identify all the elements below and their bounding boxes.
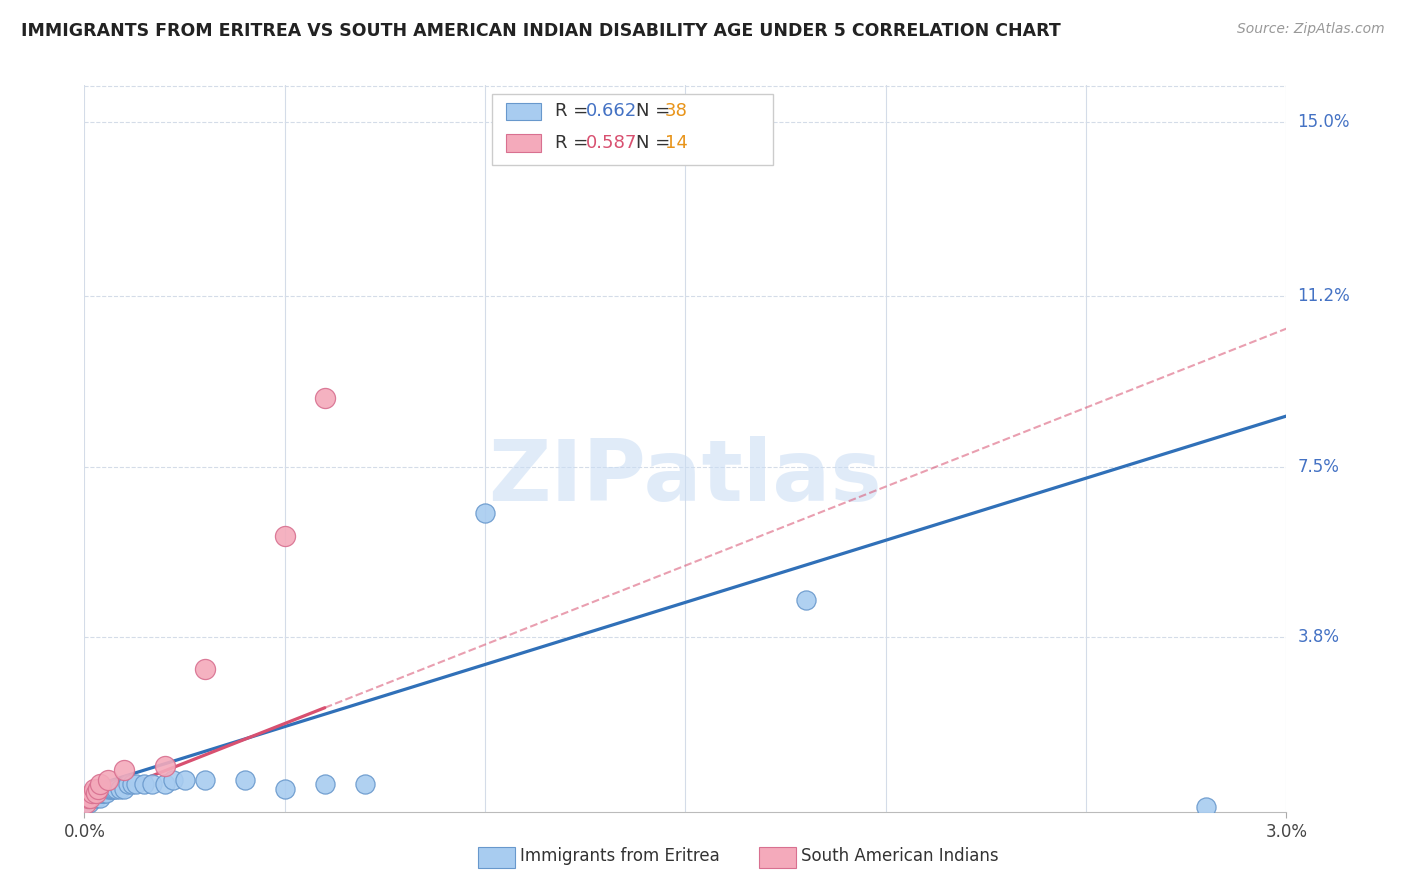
Point [77, 791, 100, 805]
Text: South American Indians: South American Indians [801, 847, 1000, 865]
Point [93, 786, 115, 800]
Text: IMMIGRANTS FROM ERITREA VS SOUTH AMERICAN INDIAN DISABILITY AGE UNDER 5 CORRELAT: IMMIGRANTS FROM ERITREA VS SOUTH AMERICA… [21, 22, 1062, 40]
Point [83, 791, 105, 805]
Text: 14: 14 [665, 134, 688, 152]
Point [96, 786, 118, 800]
Point [103, 781, 125, 796]
Text: 0.662: 0.662 [586, 103, 637, 120]
Point [100, 781, 122, 796]
Point [114, 764, 135, 778]
Text: 7.5%: 7.5% [1298, 458, 1340, 475]
Point [97, 781, 120, 796]
Point [82, 786, 104, 800]
Point [82, 791, 104, 805]
Point [274, 529, 297, 543]
Point [86, 786, 108, 800]
Point [79, 791, 101, 805]
Point [274, 781, 297, 796]
Text: 38: 38 [665, 103, 688, 120]
Text: 0.587: 0.587 [586, 134, 638, 152]
Point [75, 796, 97, 810]
Point [97, 772, 120, 787]
Point [86, 786, 108, 800]
Point [314, 391, 336, 405]
Point [173, 772, 195, 787]
Point [105, 781, 128, 796]
Text: R =: R = [555, 134, 595, 152]
Point [87, 781, 110, 796]
Point [77, 796, 100, 810]
Point [141, 777, 163, 791]
Point [77, 791, 100, 805]
Point [83, 781, 105, 796]
Point [114, 781, 135, 796]
Text: Source: ZipAtlas.com: Source: ZipAtlas.com [1237, 22, 1385, 37]
Text: R =: R = [555, 103, 595, 120]
Point [89, 777, 111, 791]
Point [233, 772, 256, 787]
Text: 3.8%: 3.8% [1298, 628, 1340, 646]
Point [121, 777, 143, 791]
Text: 11.2%: 11.2% [1298, 287, 1350, 305]
Point [162, 772, 184, 787]
Point [90, 786, 112, 800]
Point [101, 781, 124, 796]
Point [87, 786, 110, 800]
Point [354, 777, 377, 791]
Point [125, 777, 148, 791]
Point [91, 786, 114, 800]
Point [82, 791, 104, 805]
Point [75, 796, 97, 810]
Point [110, 781, 132, 796]
Point [134, 777, 156, 791]
Text: ZIPatlas: ZIPatlas [488, 436, 883, 519]
Point [89, 791, 111, 805]
Point [117, 777, 139, 791]
Text: Immigrants from Eritrea: Immigrants from Eritrea [520, 847, 720, 865]
Point [474, 506, 496, 520]
Point [1195, 800, 1218, 814]
Point [194, 662, 217, 676]
Text: 15.0%: 15.0% [1298, 112, 1350, 130]
Text: N =: N = [636, 103, 675, 120]
Point [153, 777, 176, 791]
Point [794, 593, 817, 607]
Point [314, 777, 336, 791]
Point [153, 758, 176, 772]
Text: N =: N = [636, 134, 675, 152]
Point [194, 772, 217, 787]
Point [86, 791, 108, 805]
Point [79, 791, 101, 805]
